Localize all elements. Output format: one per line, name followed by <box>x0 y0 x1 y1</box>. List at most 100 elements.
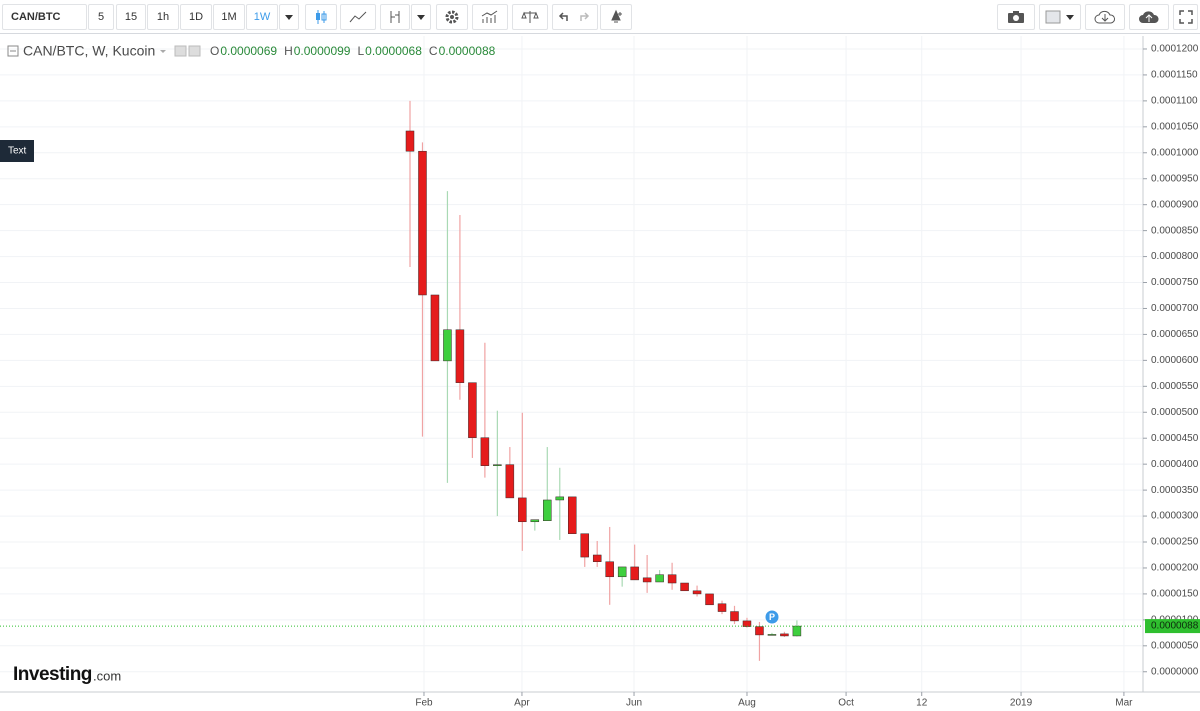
y-tick-label: 0.0000900 <box>1151 199 1199 210</box>
ohlc-value: 0.0000088 <box>439 44 496 58</box>
interval-button[interactable]: 1h <box>147 4 179 30</box>
ohlc-values: O 0.0000069 H 0.0000099 L 0.0000068 C 0.0000088 <box>210 44 496 58</box>
last-price-box <box>1145 619 1200 634</box>
watermark-suffix: .com <box>93 668 121 683</box>
text-tag-box <box>0 140 34 162</box>
grid <box>0 36 1143 692</box>
y-tick-label: 0.0000850 <box>1151 225 1199 236</box>
candle-body <box>742 620 752 627</box>
legend-icon[interactable] <box>188 45 201 57</box>
legend-icon[interactable] <box>174 45 187 57</box>
marker-circle[interactable] <box>765 610 779 624</box>
undo-redo[interactable] <box>552 4 598 30</box>
candle-body <box>418 150 427 296</box>
candle-body <box>405 130 415 152</box>
fullscreen-button[interactable] <box>1173 4 1198 30</box>
last-price-label: 0.0000088 <box>1151 621 1199 632</box>
interval-button[interactable]: 1D <box>180 4 212 30</box>
marker-label: P <box>769 612 775 622</box>
candle-body <box>430 294 440 362</box>
layout-button[interactable] <box>1039 4 1081 30</box>
y-tick-label: 0.0001150 <box>1151 70 1198 81</box>
y-tick-label: 0.0001100 <box>1151 96 1198 107</box>
alert-button[interactable] <box>600 4 632 30</box>
interval-dropdown[interactable] <box>279 4 299 30</box>
ohlc-key: H <box>284 44 293 58</box>
y-tick-label: 0.0000700 <box>1151 303 1199 314</box>
y-tick-label: 0.0000750 <box>1151 277 1199 288</box>
collapse-icon[interactable] <box>7 45 19 57</box>
settings-button[interactable] <box>436 4 468 30</box>
x-tick-label: Aug <box>738 698 756 709</box>
ohlc-value: 0.0000069 <box>220 44 277 58</box>
y-tick-label: 0.0000650 <box>1151 329 1199 340</box>
candle-body <box>480 437 490 466</box>
candles <box>405 100 802 661</box>
candle-body <box>443 329 452 362</box>
text-tag: Text <box>0 140 34 162</box>
ohlc-key: C <box>429 44 438 58</box>
candle-body <box>592 554 602 562</box>
candle-body <box>530 519 540 523</box>
x-tick-label: Apr <box>514 698 530 709</box>
candles-button[interactable] <box>305 4 337 30</box>
legend-title: CAN/BTC, W, Kucoin <box>23 43 155 59</box>
interval-button[interactable]: 15 <box>116 4 146 30</box>
y-tick-label: 0.0000600 <box>1151 355 1199 366</box>
interval-button[interactable]: 1W <box>246 4 278 30</box>
y-tick-label: 0.0000950 <box>1151 173 1199 184</box>
ohlc-value: 0.0000099 <box>294 44 351 58</box>
y-tick-label: 0.0001050 <box>1151 121 1199 132</box>
candle-body <box>555 496 565 501</box>
interval-button[interactable]: 1M <box>213 4 245 30</box>
snapshot-button[interactable] <box>997 4 1035 30</box>
symbol-input[interactable]: CAN/BTC <box>2 4 87 30</box>
ohlc-key: O <box>210 44 219 58</box>
candle-body <box>605 561 614 578</box>
y-tick-label: 0.0000500 <box>1151 407 1199 418</box>
candle-body <box>505 464 515 499</box>
cloud-load[interactable] <box>1085 4 1125 30</box>
indicator-button[interactable] <box>380 4 410 30</box>
candle-body <box>755 626 764 636</box>
y-tick-label: 0.0000300 <box>1151 511 1199 522</box>
candle-body <box>667 574 677 584</box>
candle-body <box>792 625 802 637</box>
studies-button[interactable] <box>472 4 508 30</box>
ohlc-value: 0.0000068 <box>365 44 422 58</box>
candle-body <box>580 533 589 558</box>
watermark: Investing .com <box>13 664 121 685</box>
interval-button[interactable]: 5 <box>88 4 114 30</box>
x-tick-label: 12 <box>916 698 928 709</box>
x-tick-label: Oct <box>838 698 854 709</box>
candle-body <box>630 566 639 581</box>
candle-body <box>617 566 627 578</box>
x-tick-label: 2019 <box>1010 698 1033 709</box>
y-tick-label: 0.0000000 <box>1151 666 1199 677</box>
candle-body <box>543 499 552 521</box>
scale-button[interactable] <box>512 4 548 30</box>
indicator-dropdown[interactable] <box>411 4 431 30</box>
compare-button[interactable] <box>340 4 376 30</box>
legend-dropdown[interactable] <box>160 50 166 53</box>
candle-body <box>493 464 502 466</box>
candle-body <box>655 574 664 583</box>
y-tick-label: 0.0000400 <box>1151 459 1199 470</box>
candle-body <box>780 633 789 637</box>
candle-body <box>692 590 702 595</box>
candle-body <box>468 382 477 438</box>
y-tick-label: 0.0001200 <box>1151 44 1199 55</box>
y-tick-label: 0.0000450 <box>1151 433 1199 444</box>
y-tick-label: 0.0000150 <box>1151 589 1199 600</box>
y-tick-label: 0.0000800 <box>1151 251 1199 262</box>
event-marker[interactable]: P <box>765 610 779 624</box>
candle-body <box>518 497 527 523</box>
watermark-brand: Investing <box>13 664 92 685</box>
candle-body <box>680 582 689 592</box>
candle-body <box>705 593 714 606</box>
toolbar: CAN/BTC 5 15 1h 1D 1M 1W <box>0 0 1200 34</box>
cloud-save[interactable] <box>1129 4 1169 30</box>
